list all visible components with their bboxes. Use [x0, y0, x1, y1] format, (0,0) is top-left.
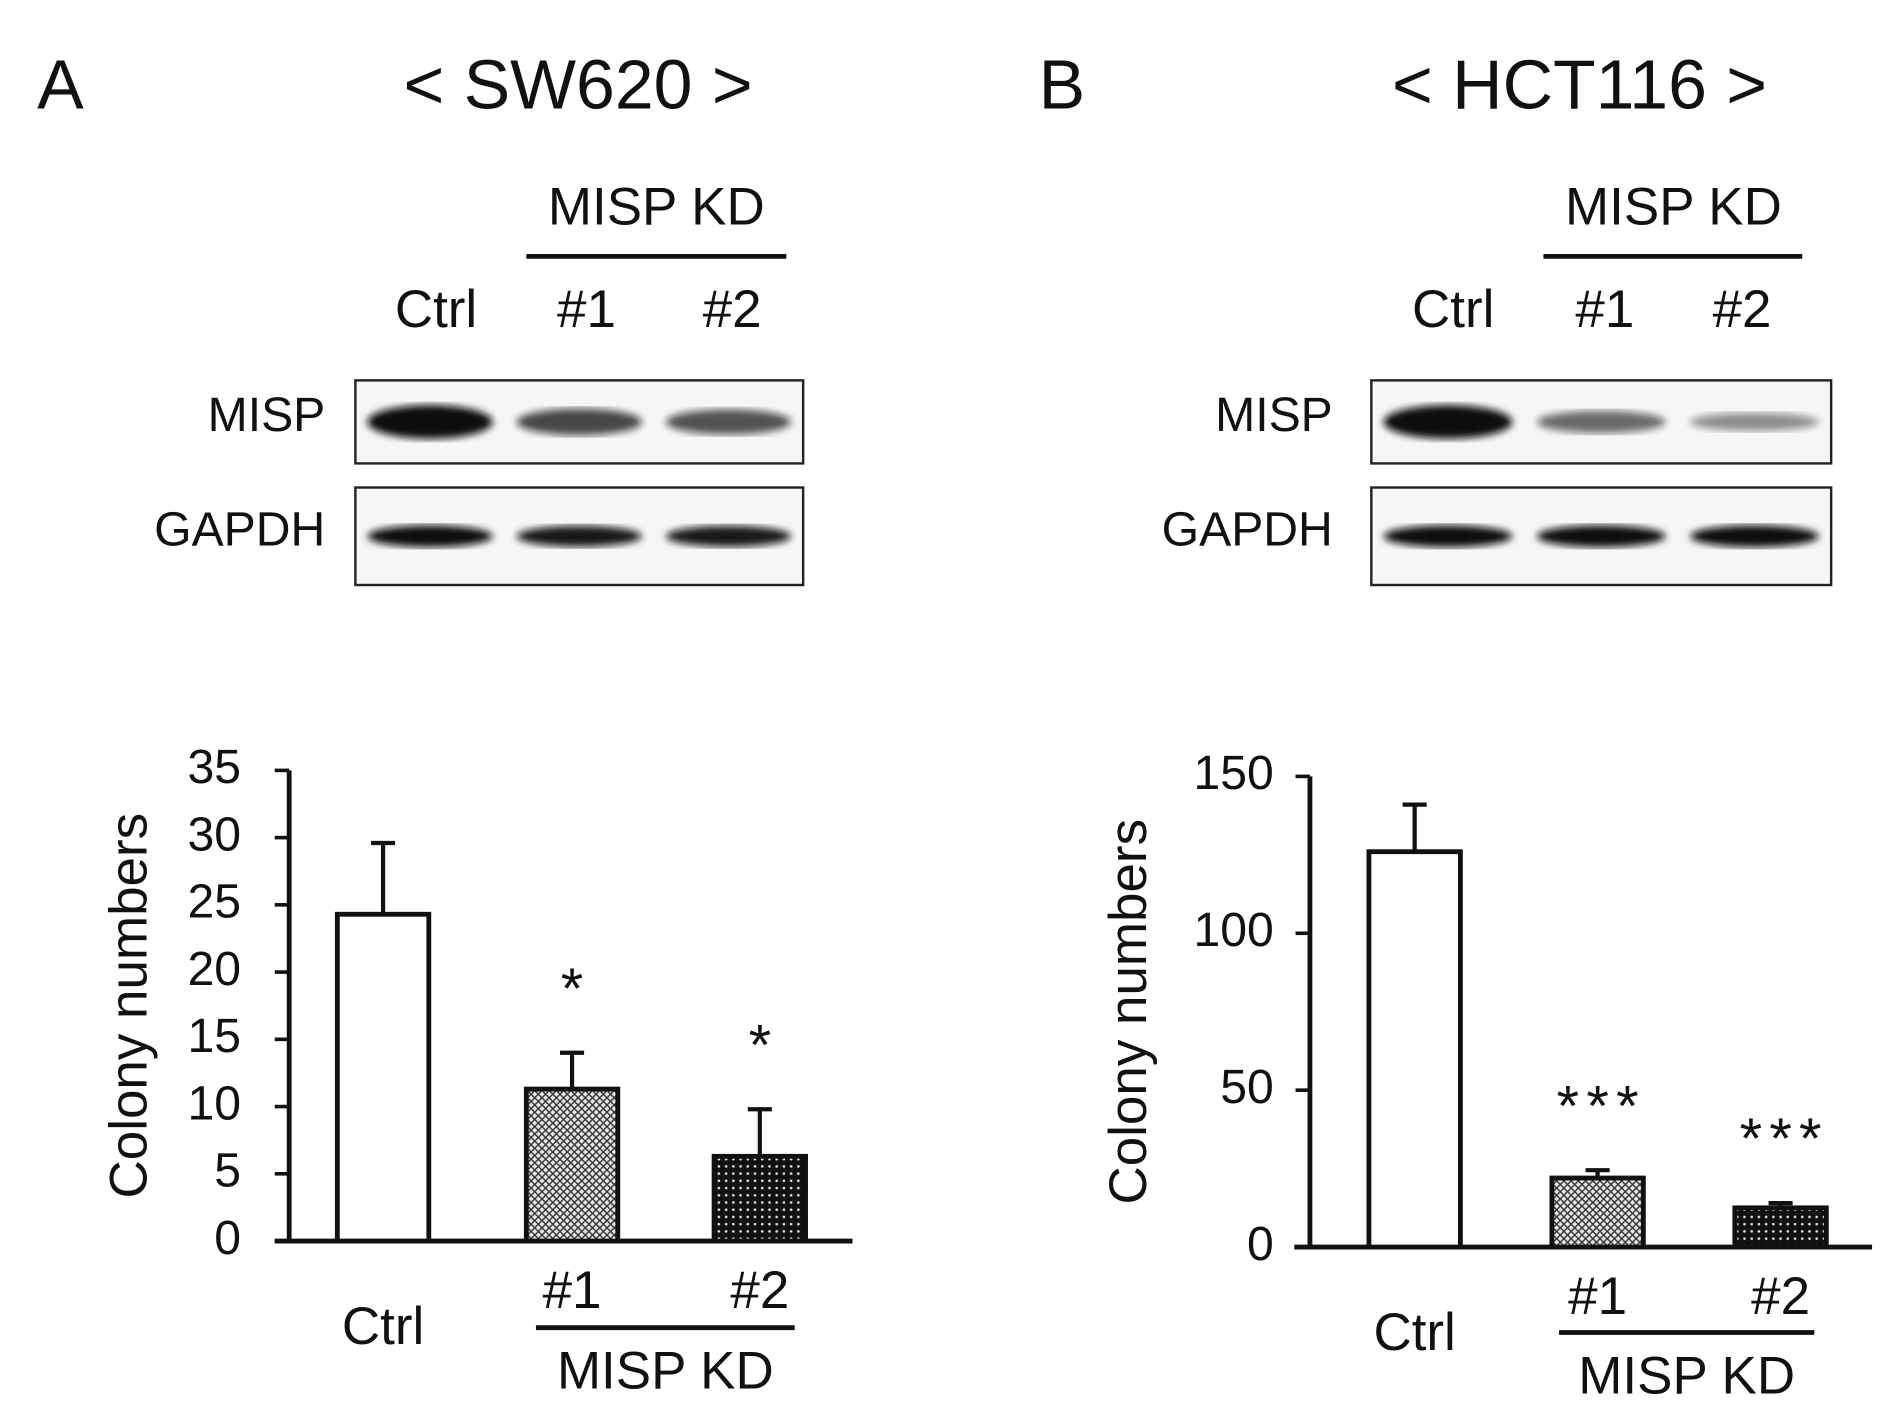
bar [711, 1153, 808, 1244]
blot-band [1690, 412, 1819, 431]
bar [523, 1086, 621, 1244]
x-tick-label: #2 [1751, 1267, 1810, 1326]
blot-row-label: GAPDH [154, 502, 325, 556]
blot-band [1690, 525, 1819, 548]
blot-band [367, 405, 493, 439]
x-tick-label: Ctrl [342, 1297, 424, 1356]
y-axis-label: Colony numbers [1099, 819, 1158, 1205]
blot-row-label: GAPDH [1162, 502, 1333, 556]
panel-title: < SW620 > [403, 46, 752, 124]
y-tick-label: 20 [187, 942, 241, 996]
y-tick-label: 0 [1247, 1217, 1274, 1271]
blot-lane-label: #2 [703, 280, 762, 339]
bar [1549, 1175, 1646, 1250]
blot-row-label: MISP [1215, 388, 1333, 442]
y-tick-label: 50 [1220, 1060, 1274, 1114]
x-tick-label: #1 [543, 1261, 602, 1320]
group-label: MISP KD [1578, 1346, 1795, 1405]
blot-band [367, 525, 493, 548]
y-tick-label: 10 [187, 1076, 241, 1130]
y-tick-label: 25 [187, 875, 241, 929]
blot-band [665, 525, 792, 547]
blot-band [516, 525, 642, 547]
bar [334, 911, 432, 1244]
blot-band [516, 408, 642, 436]
blot-group-label: MISP KD [1565, 178, 1782, 237]
y-tick-label: 150 [1194, 746, 1274, 800]
blot-lane-label: #1 [557, 280, 616, 339]
bar [1366, 849, 1463, 1250]
x-tick-label: #2 [730, 1261, 789, 1320]
bar [1732, 1205, 1829, 1250]
x-tick-label: #1 [1568, 1267, 1627, 1326]
significance-label: * [749, 1013, 779, 1077]
panel-label: B [1039, 46, 1086, 124]
y-tick-label: 15 [187, 1009, 241, 1063]
blot-lane-label: #1 [1575, 280, 1634, 339]
y-axis-label: Colony numbers [100, 813, 159, 1199]
x-tick-label: Ctrl [1373, 1303, 1455, 1362]
significance-label: *** [1740, 1107, 1829, 1171]
panel-label: A [37, 46, 84, 124]
significance-label: * [561, 957, 591, 1021]
panel-title: < HCT116 > [1392, 46, 1767, 124]
group-label: MISP KD [557, 1342, 774, 1401]
blot-lane-label: Ctrl [1412, 280, 1494, 339]
blot-row-label: MISP [208, 388, 326, 442]
blot-band [1536, 410, 1666, 433]
blot-lane-label: Ctrl [395, 280, 477, 339]
y-tick-label: 100 [1194, 903, 1274, 957]
blot-group-label: MISP KD [548, 178, 765, 237]
y-tick-label: 5 [214, 1144, 241, 1198]
y-tick-label: 30 [187, 807, 241, 861]
blot-band [1383, 525, 1513, 548]
y-tick-label: 35 [187, 740, 241, 794]
blot-band [1536, 525, 1666, 548]
blot-band [1383, 405, 1513, 439]
y-tick-label: 0 [214, 1211, 241, 1265]
significance-label: *** [1557, 1074, 1646, 1138]
blot-band [665, 409, 792, 435]
blot-lane-label: #2 [1713, 280, 1772, 339]
